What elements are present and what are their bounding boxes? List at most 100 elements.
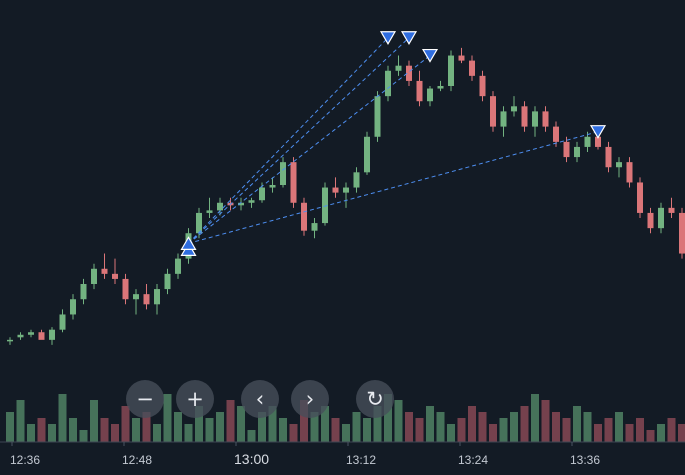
plus-icon: + <box>186 386 204 411</box>
volume-bar <box>90 400 98 442</box>
candle-body <box>469 60 475 76</box>
candle-body <box>406 65 412 81</box>
candle-body <box>164 273 171 290</box>
candle-body <box>595 136 601 147</box>
time-tick-label: 13:12 <box>346 453 376 467</box>
volume-bar <box>58 394 67 442</box>
candle-body <box>28 332 34 335</box>
volume-bar <box>499 418 508 442</box>
candle-body <box>479 75 486 97</box>
volume-bar <box>552 412 560 442</box>
minus-icon: − <box>136 386 154 411</box>
candle-body <box>542 111 549 127</box>
candle-body <box>385 70 391 97</box>
volume-bar <box>426 406 434 442</box>
candle-body <box>626 162 633 183</box>
volume-bar <box>667 418 676 442</box>
candle-body <box>500 111 507 127</box>
candle-body <box>7 339 13 342</box>
scroll-right-button[interactable]: › <box>291 380 329 418</box>
candle-body <box>353 172 360 188</box>
chevron-right-icon: › <box>305 386 315 411</box>
volume-bar <box>69 418 77 442</box>
volume-bar <box>531 394 539 442</box>
volume-bar <box>205 418 214 442</box>
candle-body <box>563 141 570 158</box>
candle-body <box>80 284 87 300</box>
candle-body <box>17 334 24 338</box>
sell-marker <box>400 31 418 45</box>
candle-body <box>511 106 517 112</box>
volume-bar <box>321 406 329 442</box>
time-tick-label: 13:00 <box>234 451 269 467</box>
candle-body <box>122 278 129 300</box>
volume-histogram <box>6 394 685 442</box>
candle-body <box>238 202 244 206</box>
volume-bar <box>237 406 245 442</box>
candle-body <box>553 126 559 142</box>
candle-body <box>38 332 45 340</box>
trade-link-line <box>188 37 410 244</box>
candle-body <box>133 294 139 300</box>
scroll-left-button[interactable]: ‹ <box>241 380 279 418</box>
candle-body <box>70 299 76 315</box>
reset-button[interactable]: ↻ <box>356 380 394 418</box>
volume-bar <box>625 424 634 442</box>
candle-body <box>290 162 297 203</box>
volume-bar <box>520 406 529 442</box>
buy-marker <box>180 236 197 250</box>
reset-icon: ↻ <box>366 386 384 411</box>
candle-body <box>437 86 444 89</box>
time-tick-label: 12:36 <box>10 453 40 467</box>
trade-link-line <box>188 131 599 244</box>
trade-link-line <box>188 55 431 244</box>
volume-bar <box>27 424 35 442</box>
volume-bar <box>163 394 172 442</box>
volume-bar <box>6 412 14 442</box>
candle-body <box>143 294 150 305</box>
volume-bar <box>604 418 613 442</box>
volume-bar <box>48 424 56 442</box>
volume-bar <box>121 406 130 442</box>
candle-body <box>448 55 454 86</box>
candle-body <box>637 182 643 213</box>
volume-bar <box>16 400 25 442</box>
volume-bar <box>342 424 350 442</box>
candle-body <box>616 162 622 168</box>
candle-body <box>458 55 465 61</box>
candle-body <box>364 136 370 173</box>
volume-bar <box>37 418 46 442</box>
zoom-out-button[interactable]: − <box>126 380 164 418</box>
volume-bar <box>646 430 655 442</box>
volume-bar <box>615 412 623 442</box>
candle-body <box>101 268 108 274</box>
candle-body <box>532 111 538 127</box>
volume-bar <box>310 412 319 442</box>
zoom-in-button[interactable]: + <box>176 380 214 418</box>
volume-bar <box>405 412 413 442</box>
sell-marker <box>421 48 439 63</box>
volume-bar <box>583 412 592 442</box>
candle-body <box>374 96 381 137</box>
volume-bar <box>478 412 487 442</box>
volume-bar <box>384 394 392 442</box>
volume-bar <box>489 424 497 442</box>
candle-body <box>332 187 339 193</box>
candle-body <box>206 210 213 213</box>
time-tick-label: 12:48 <box>122 453 152 467</box>
volume-bar <box>562 418 571 442</box>
volume-bar <box>636 418 644 442</box>
candle-body <box>301 202 307 231</box>
candle-body <box>668 207 675 213</box>
volume-bar <box>394 400 403 442</box>
volume-bar <box>247 430 256 442</box>
volume-bar <box>373 406 382 442</box>
candle-body <box>490 96 496 127</box>
candle-body <box>343 187 349 193</box>
volume-bar <box>300 400 308 442</box>
candle-body <box>658 207 664 229</box>
volume-bar <box>657 424 665 442</box>
time-axis: 12:36 12:48 13:00 13:12 13:24 13:36 <box>10 442 600 467</box>
